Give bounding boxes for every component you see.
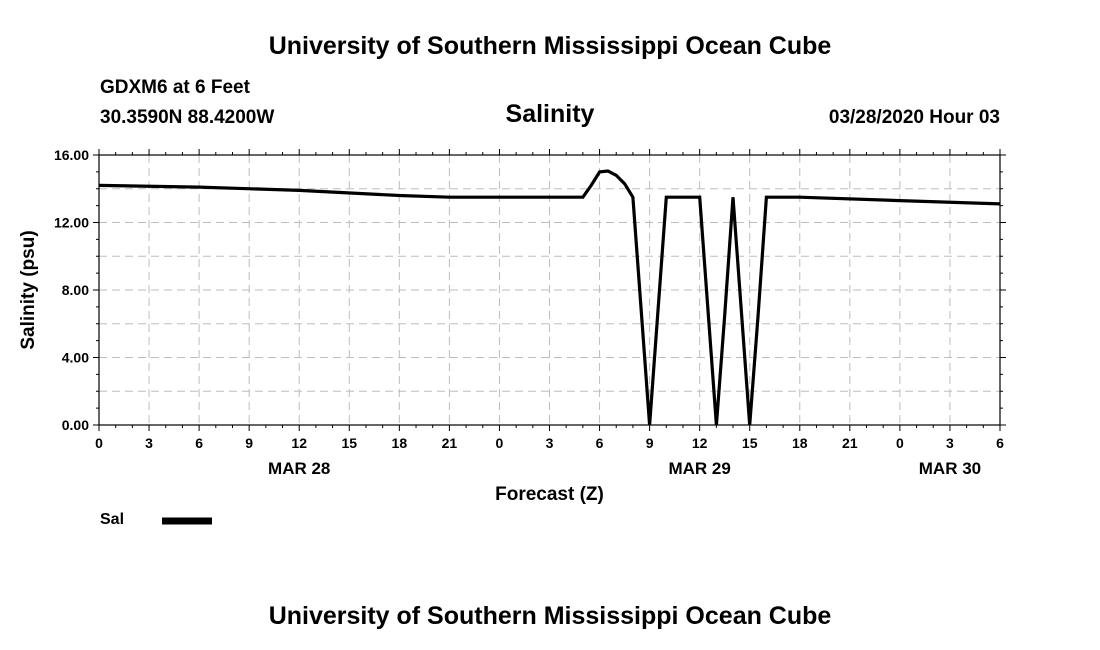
chart-title: Salinity xyxy=(505,100,595,128)
location-label: 30.3590N 88.4200W xyxy=(100,107,275,128)
y-axis-title: Salinity (psu) xyxy=(18,230,39,349)
legend-label: Sal xyxy=(100,511,124,528)
x-tick-label: 9 xyxy=(646,435,654,451)
date-label: MAR 29 xyxy=(668,459,730,478)
x-tick-label: 15 xyxy=(742,435,758,451)
x-tick-label: 0 xyxy=(896,435,904,451)
page-title-top: University of Southern Mississippi Ocean… xyxy=(268,32,832,60)
timestamp-label: 03/28/2020 Hour 03 xyxy=(828,107,1000,128)
x-tick-label: 12 xyxy=(291,435,307,451)
y-tick-label: 8.00 xyxy=(62,282,89,298)
x-tick-label: 3 xyxy=(145,435,153,451)
x-tick-label: 12 xyxy=(692,435,708,451)
x-tick-label: 9 xyxy=(245,435,253,451)
x-axis-title: Forecast (Z) xyxy=(495,484,604,505)
grid-layer xyxy=(99,155,1000,425)
x-tick-label: 0 xyxy=(95,435,103,451)
x-tick-label: 21 xyxy=(442,435,458,451)
x-tick-label: 0 xyxy=(496,435,504,451)
axis-layer xyxy=(93,149,1006,431)
x-tick-label: 18 xyxy=(792,435,808,451)
x-tick-label: 15 xyxy=(341,435,357,451)
series-layer xyxy=(98,169,1001,426)
x-tick-label: 18 xyxy=(392,435,408,451)
x-tick-label: 3 xyxy=(546,435,554,451)
x-tick-label: 3 xyxy=(946,435,954,451)
page-title-bottom: University of Southern Mississippi Ocean… xyxy=(268,602,832,630)
y-tick-label: 4.00 xyxy=(62,350,89,366)
y-tick-label: 12.00 xyxy=(54,215,89,231)
x-tick-label: 6 xyxy=(996,435,1004,451)
x-tick-label: 6 xyxy=(195,435,203,451)
label-layer: 0 3 6 9 12 15 18 21 0 3 6 9 12 15 18 21 0 3 6 0.00 4.00 8.00 1… xyxy=(18,147,1004,528)
y-tick-label: 0.00 xyxy=(62,417,89,433)
date-label: MAR 30 xyxy=(919,459,981,478)
series-line-sal xyxy=(98,169,1001,426)
x-tick-label: 6 xyxy=(596,435,604,451)
station-label: GDXM6 at 6 Feet xyxy=(100,77,250,98)
x-tick-label: 21 xyxy=(842,435,858,451)
date-label: MAR 28 xyxy=(268,459,330,478)
y-tick-label: 16.00 xyxy=(54,147,89,163)
